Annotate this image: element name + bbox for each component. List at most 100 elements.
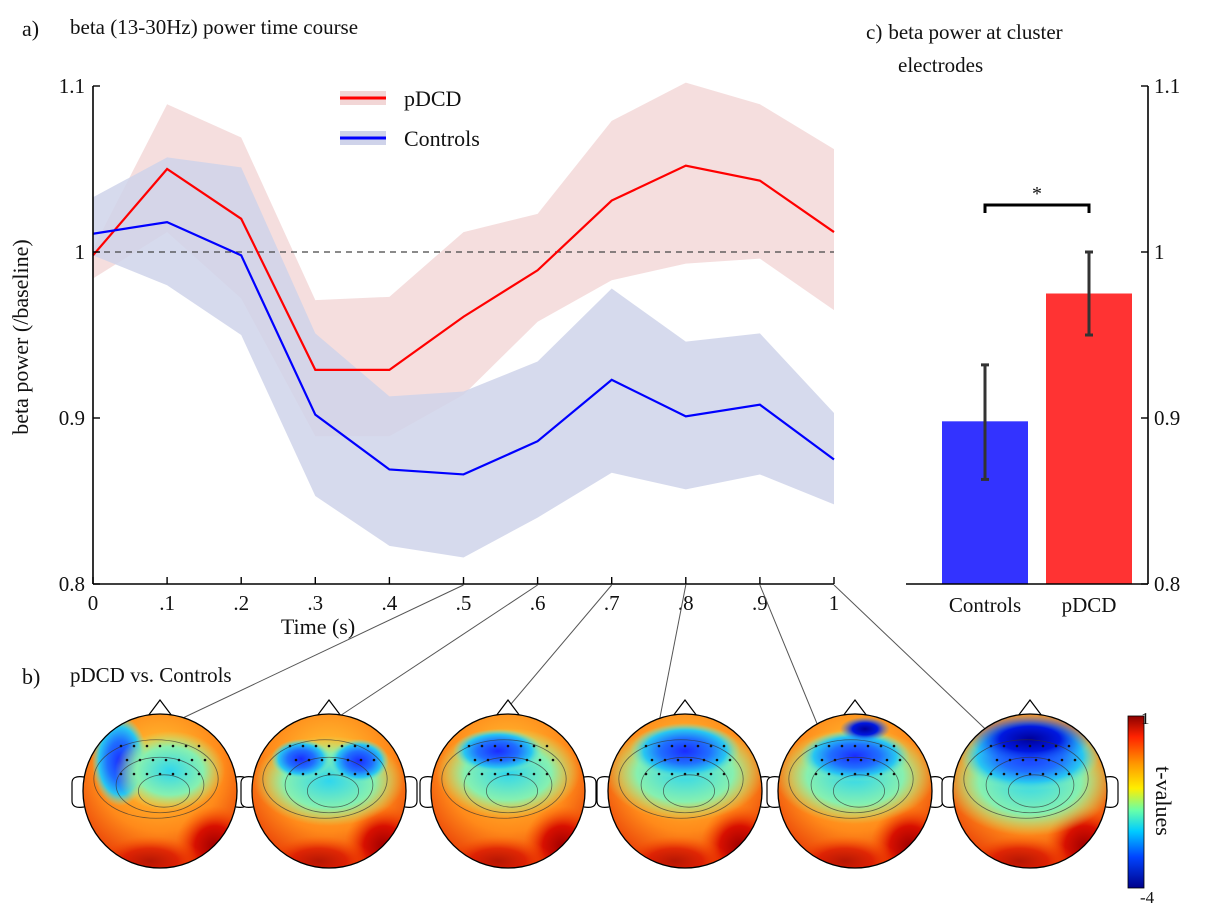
ear-icon [766,776,780,808]
electrode-dot [197,744,201,748]
electrode-dot [184,772,188,776]
electrode-dot [493,744,497,748]
electrode-dot [1067,772,1071,776]
electrode-dot [158,772,162,776]
electrode-dot [1054,772,1058,776]
x-tick-labels: Controls pDCD [949,593,1117,617]
electrode-dot [145,744,149,748]
electrode-dot [644,744,648,748]
electrode-dot [132,744,136,748]
electrode-dot [892,744,896,748]
electrode-dot [1067,744,1071,748]
electrode-dot [294,758,298,762]
x-tick-label-controls: Controls [949,593,1021,617]
electrode-dot [132,772,136,776]
electrode-dot [551,758,555,762]
legend: pDCD Controls [340,86,480,151]
electrode-dot [866,772,870,776]
y-axis-label: beta power (/baseline) [8,239,33,434]
contour-line [985,756,1075,814]
electrode-dot [359,758,363,762]
nose-icon [316,699,342,717]
electrode-dot [372,758,376,762]
electrode-dot [709,772,713,776]
electrode-dot [696,744,700,748]
electrode-dot [171,772,175,776]
electrode-dot [171,744,175,748]
ear-icon [404,776,418,808]
electrode-dot [989,772,993,776]
electrode-dot [709,744,713,748]
y-tick-label: 1.1 [59,74,85,98]
x-axis-label: Time (s) [281,614,355,639]
electrode-dot [314,744,318,748]
error-bars [981,250,1093,481]
electrode-dot [333,758,337,762]
electrode-dot [158,744,162,748]
connector-line [833,584,1001,744]
y-tick-label: 0.8 [1154,572,1180,596]
electrode-dot [327,744,331,748]
electrode-dot [519,744,523,748]
electrode-dot [846,758,850,762]
connector-line [129,584,464,744]
panel-c-title-line1: c) beta power at cluster [866,20,1063,44]
electrode-dot [480,772,484,776]
panel-c-title-line2: electrodes [898,53,983,77]
nose-icon [672,699,698,717]
electrode-dot [184,744,188,748]
negative-region [800,730,910,782]
contour-line [832,774,886,808]
x-tick-label: .8 [678,591,694,615]
electrode-dot [301,772,305,776]
contour-line [262,739,388,819]
electrode-dot [833,758,837,762]
electrode-dot [840,744,844,748]
electrode-dot [151,758,155,762]
positive-region [264,836,374,868]
electrode-dot [696,772,700,776]
ear-icon [596,776,610,808]
panel-c-title-text: beta power at cluster [888,20,1062,44]
positive-region [620,836,730,868]
electrode-dot [814,772,818,776]
panel-a-title: beta (13-30Hz) power time course [70,15,358,39]
contour-line [963,739,1089,819]
topomap-1 [941,699,1119,869]
electrode-dot [676,758,680,762]
colorbar-gradient [1127,715,1145,889]
electrode-dot [995,758,999,762]
electrode-dot [827,744,831,748]
connector-line [654,584,687,744]
electrode-dot [1015,744,1019,748]
ear-icon [240,776,254,808]
electrode-dot [644,772,648,776]
head-outline [82,713,238,869]
electrode-dot [1073,758,1077,762]
electrode-dot [989,744,993,748]
electrode-dot [177,758,181,762]
electrode-dot [320,758,324,762]
electrode-dot [1034,758,1038,762]
line-controls [92,220,835,476]
electrode-dot [480,744,484,748]
panel-c-letter: c) [866,20,882,44]
x-tick-label: .4 [382,591,398,615]
contour-line [788,739,914,819]
electrode-dot [499,758,503,762]
electrode-dot [512,758,516,762]
electrode-dot [473,758,477,762]
electrode-dot [663,758,667,762]
electrode-dot [814,744,818,748]
legend-label-pdcd: pDCD [404,86,461,111]
electrode-dot [872,758,876,762]
bar-chart: * 0.8 0.9 1 1.1 Controls pDCD [906,74,1180,617]
electrode-dot [1021,758,1025,762]
nose-icon [1017,699,1043,717]
contour-line [662,774,716,808]
contour-line [618,739,744,819]
electrode-dot [892,772,896,776]
electrode-dot [125,758,129,762]
negative-region [840,717,890,741]
contour-line [463,756,553,814]
